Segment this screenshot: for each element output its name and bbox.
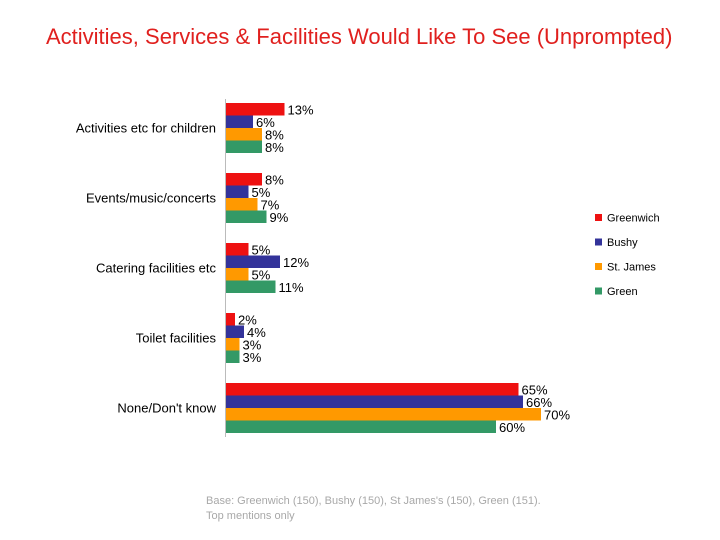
footnote-line-2: Top mentions only bbox=[206, 510, 295, 522]
legend-swatch-0 bbox=[595, 214, 602, 221]
value-label-2-3: 3% bbox=[243, 337, 262, 352]
value-label-0-3: 2% bbox=[238, 312, 257, 327]
value-label-3-1: 9% bbox=[270, 210, 289, 225]
bar-st-james-0 bbox=[226, 128, 262, 141]
bar-st-james-1 bbox=[226, 198, 258, 211]
value-label-3-0: 8% bbox=[265, 140, 284, 155]
legend: Greenwich Bushy St. James Green bbox=[595, 213, 660, 298]
bar-green-0 bbox=[226, 140, 262, 153]
bar-green-1 bbox=[226, 210, 267, 223]
value-label-0-4: 65% bbox=[522, 382, 548, 397]
footnote-line-1: Base: Greenwich (150), Bushy (150), St J… bbox=[206, 495, 541, 507]
bar-green-2 bbox=[226, 280, 276, 293]
value-label-1-1: 5% bbox=[252, 185, 271, 200]
legend-label-3: Green bbox=[607, 286, 638, 298]
bar-greenwich-1 bbox=[226, 173, 262, 186]
value-label-3-3: 3% bbox=[243, 350, 262, 365]
bar-st-james-3 bbox=[226, 338, 240, 351]
legend-swatch-2 bbox=[595, 263, 602, 270]
value-label-2-2: 5% bbox=[252, 267, 271, 282]
bar-greenwich-0 bbox=[226, 103, 285, 116]
bar-st-james-4 bbox=[226, 408, 541, 421]
bar-green-3 bbox=[226, 350, 240, 363]
category-labels: Activities etc for children Events/music/… bbox=[76, 121, 217, 416]
bar-bushy-1 bbox=[226, 185, 249, 198]
value-label-2-0: 8% bbox=[265, 127, 284, 142]
bar-greenwich-2 bbox=[226, 243, 249, 256]
bar-st-james-2 bbox=[226, 268, 249, 281]
legend-label-0: Greenwich bbox=[607, 213, 660, 225]
value-label-0-1: 8% bbox=[265, 172, 284, 187]
legend-label-2: St. James bbox=[607, 262, 656, 274]
value-label-2-1: 7% bbox=[261, 197, 280, 212]
bar-green-4 bbox=[226, 420, 496, 433]
base-footnote: Base: Greenwich (150), Bushy (150), St J… bbox=[206, 494, 541, 524]
value-label-0-0: 13% bbox=[288, 102, 314, 117]
category-label-2: Catering facilities etc bbox=[96, 261, 216, 276]
bar-greenwich-3 bbox=[226, 313, 235, 326]
legend-swatch-1 bbox=[595, 238, 602, 246]
value-label-3-2: 11% bbox=[279, 280, 304, 295]
category-label-0: Activities etc for children bbox=[76, 121, 216, 136]
value-label-1-0: 6% bbox=[256, 115, 275, 130]
value-label-1-2: 12% bbox=[283, 255, 309, 270]
value-label-1-3: 4% bbox=[247, 325, 266, 340]
legend-label-1: Bushy bbox=[607, 237, 638, 249]
chart-title: Activities, Services & Facilities Would … bbox=[46, 24, 673, 49]
bar-bushy-4 bbox=[226, 395, 523, 408]
value-label-2-4: 70% bbox=[544, 407, 570, 422]
value-label-1-4: 66% bbox=[526, 395, 552, 410]
bar-bushy-0 bbox=[226, 115, 253, 128]
category-label-3: Toilet facilities bbox=[136, 331, 217, 346]
bar-bushy-3 bbox=[226, 325, 244, 338]
value-labels: 13%6%8%8%8%5%7%9%5%12%5%11%2%4%3%3%65%66… bbox=[238, 102, 570, 435]
bar-greenwich-4 bbox=[226, 383, 519, 396]
value-label-0-2: 5% bbox=[252, 242, 271, 257]
value-label-3-4: 60% bbox=[499, 420, 525, 435]
bar-bushy-2 bbox=[226, 255, 280, 268]
category-label-4: None/Don't know bbox=[117, 401, 216, 416]
legend-swatch-3 bbox=[595, 287, 602, 295]
category-label-1: Events/music/concerts bbox=[86, 191, 217, 206]
bars bbox=[226, 103, 541, 433]
